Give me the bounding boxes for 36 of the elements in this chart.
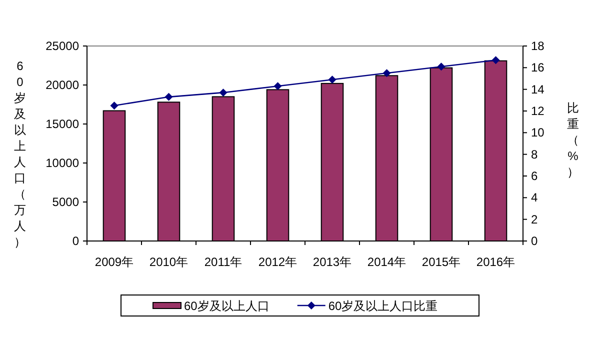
y-tick-label: 10000 <box>46 156 80 170</box>
y-tick-label: 0 <box>72 234 80 248</box>
y2-tick-label: 8 <box>531 147 538 162</box>
x-tick-label: 2016年 <box>476 255 516 269</box>
y-tick-label: 5000 <box>52 195 80 209</box>
y2-tick-label: 6 <box>531 169 538 183</box>
point <box>110 102 118 110</box>
x-tick-label: 2009年 <box>94 255 134 269</box>
y2-tick-label: 16 <box>531 60 545 75</box>
point <box>437 62 446 71</box>
y2-tick-label: 0 <box>531 234 538 248</box>
y-tick-label: 15000 <box>46 117 80 131</box>
x-tick-label: 2013年 <box>312 255 352 269</box>
x-tick-label: 2014年 <box>367 255 406 269</box>
point <box>382 69 391 78</box>
point <box>492 56 500 64</box>
point <box>274 82 282 90</box>
point <box>219 88 228 97</box>
y2-tick-label: 10 <box>531 126 545 140</box>
y2-tick-label: 2 <box>531 212 538 226</box>
point <box>164 92 173 101</box>
point <box>328 76 336 84</box>
x-tick-label: 2012年 <box>258 255 298 269</box>
x-tick-label: 2015年 <box>422 255 461 269</box>
x-tick-label: 2010年 <box>149 255 188 269</box>
y-tick-label: 25000 <box>46 39 80 53</box>
legend-label: 60岁及以上人口 <box>184 299 270 313</box>
y2-tick-label: 4 <box>531 190 538 205</box>
x-tick-label: 2011年 <box>204 255 242 269</box>
y2-tick-label: 14 <box>531 82 545 96</box>
y-tick-label: 20000 <box>46 78 80 92</box>
y2-tick-label: 18 <box>531 39 545 53</box>
y2-tick-label: 12 <box>531 104 545 118</box>
text: 60岁及以上人口（万人） <box>14 59 26 249</box>
y2-axis-title: 比重（%） <box>567 101 579 179</box>
legend-label: 60岁及以上人口比重 <box>328 299 438 313</box>
